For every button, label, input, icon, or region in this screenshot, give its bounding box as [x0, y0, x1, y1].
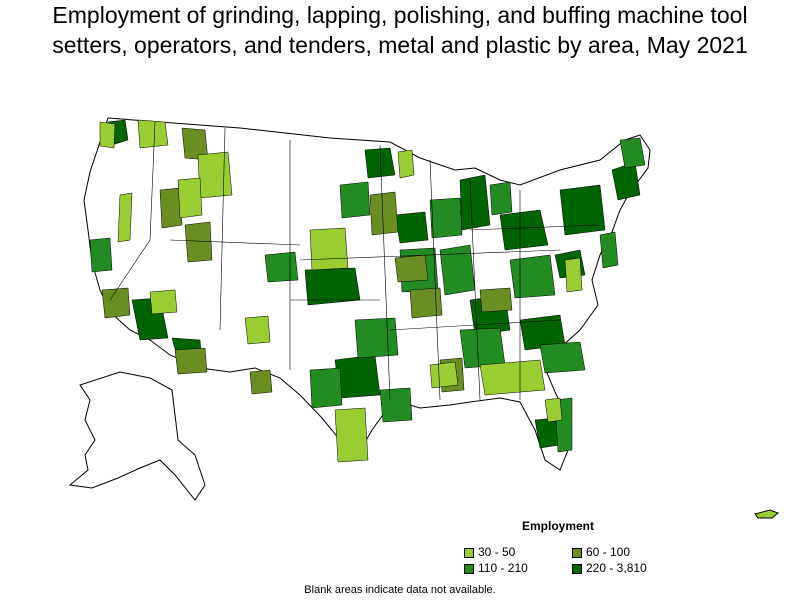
legend-title: Employment — [522, 519, 595, 533]
choropleth-map — [68, 117, 779, 519]
territory-outline — [754, 509, 779, 519]
legend-label-220-3810: 220 - 3,810 — [586, 561, 647, 575]
data-availability-note: Blank areas indicate data not available. — [304, 584, 496, 596]
regions-220-plus — [107, 119, 641, 449]
legend-swatch-30-50 — [464, 547, 474, 558]
map-title: Employment of grinding, lapping, polishi… — [0, 0, 800, 60]
legend-item-220-3810: 220 - 3,810 — [572, 562, 647, 574]
legend-item-110-210: 110 - 210 — [464, 562, 528, 574]
map-title-line-1: Employment of grinding, lapping, polishi… — [52, 2, 748, 28]
legend-swatch-220-3810 — [572, 563, 582, 574]
regions-30-50 — [99, 119, 583, 463]
legend-item-30-50: 30 - 50 — [464, 546, 515, 558]
state-boundaries — [109, 121, 601, 401]
legend-label-30-50: 30 - 50 — [478, 545, 516, 559]
map-title-line-2: setters, operators, and tenders, metal a… — [52, 32, 748, 58]
alaska-outline — [68, 371, 206, 501]
legend-swatch-110-210 — [464, 563, 474, 574]
legend-item-60-100: 60 - 100 — [572, 546, 630, 558]
legend-swatch-60-100 — [572, 547, 582, 558]
legend-label-110-210: 110 - 210 — [478, 561, 528, 575]
legend-label-60-100: 60 - 100 — [586, 545, 631, 559]
